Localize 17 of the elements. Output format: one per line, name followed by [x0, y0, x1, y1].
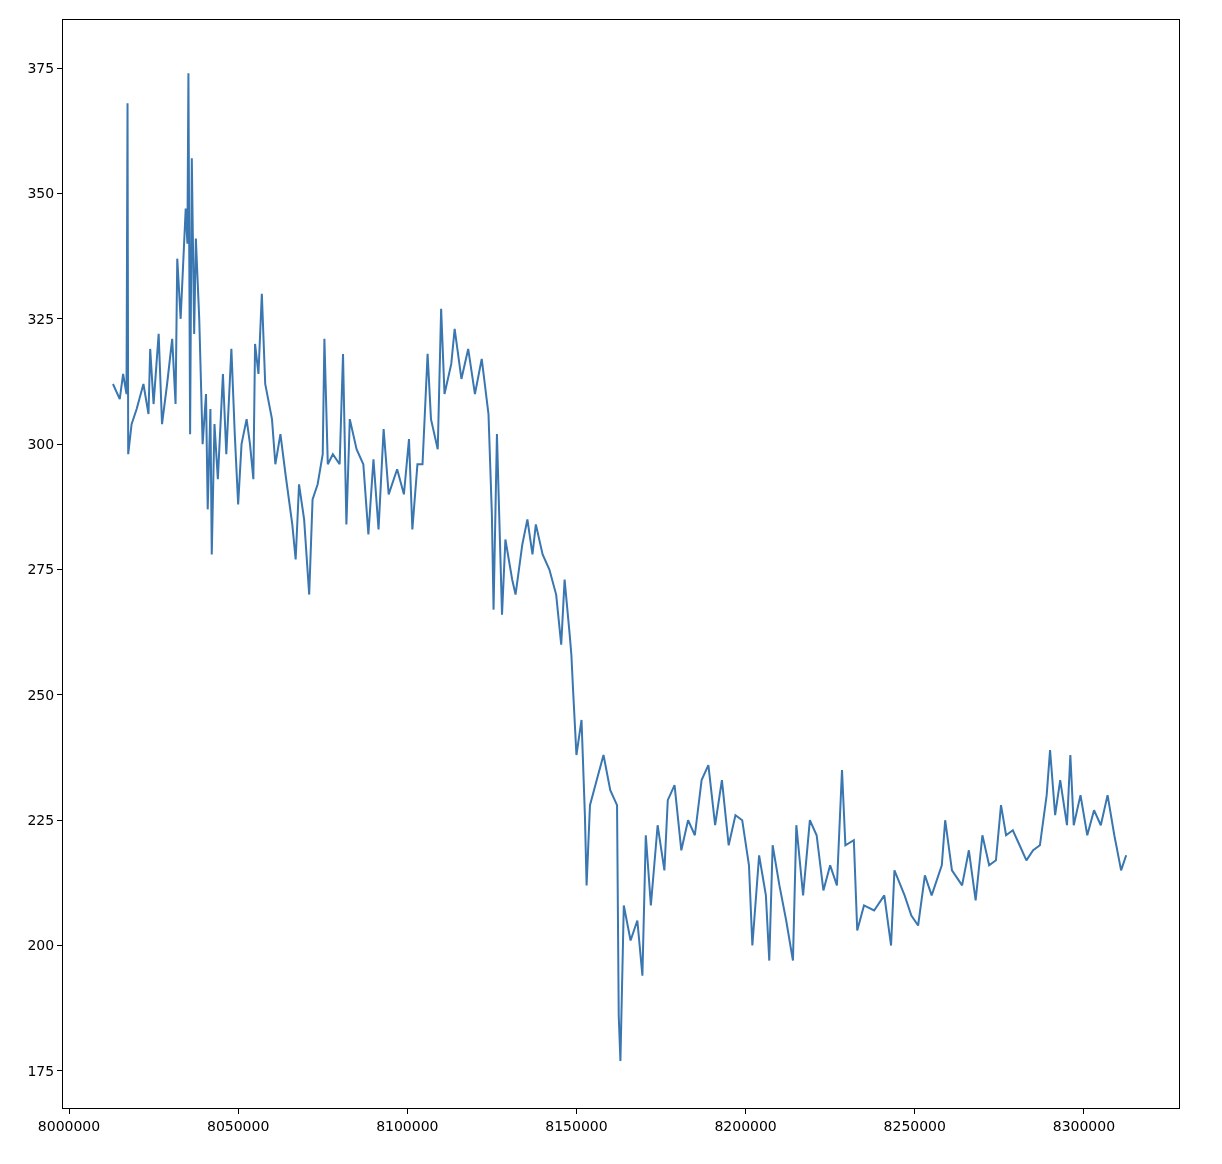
- y-tick-label: 200: [27, 937, 55, 954]
- x-tick-label: 8100000: [376, 1117, 439, 1134]
- y-tick-label: 300: [27, 436, 55, 453]
- x-tick-label: 8000000: [37, 1117, 101, 1134]
- x-tick-label: 8150000: [545, 1117, 608, 1134]
- y-tick-label: 275: [27, 561, 55, 578]
- line-series: [111, 72, 1128, 1062]
- y-tick-label: 375: [27, 60, 55, 77]
- y-tick-label: 175: [27, 1062, 55, 1079]
- y-tick-label: 325: [27, 310, 55, 327]
- x-tick-label: 8050000: [206, 1117, 270, 1134]
- x-tick-label: 8300000: [1052, 1117, 1116, 1134]
- y-tick-label: 250: [27, 686, 55, 703]
- x-tick-label: 8200000: [714, 1117, 777, 1134]
- y-tick-label: 225: [27, 812, 55, 829]
- x-tick-label: 8250000: [883, 1117, 946, 1134]
- y-tick-label: 350: [27, 185, 55, 202]
